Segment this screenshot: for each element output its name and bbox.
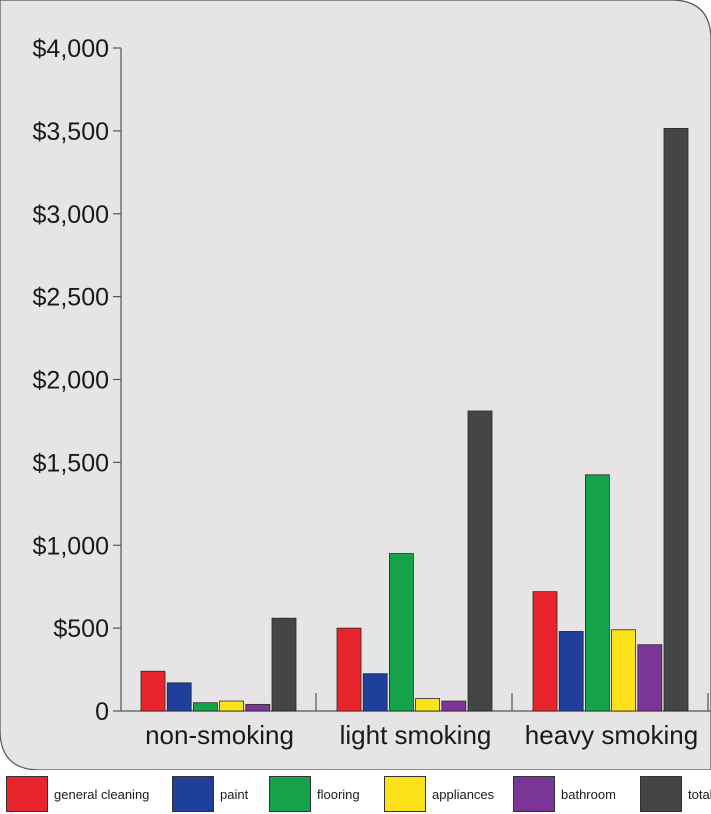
legend-item: appliances <box>384 776 494 812</box>
legend-label: total <box>688 786 711 802</box>
bar-flooring-light-smoking <box>388 553 414 712</box>
bar-flooring-heavy-smoking <box>585 474 610 712</box>
x-category-label: non-smoking <box>145 720 294 750</box>
bar-total-light-smoking <box>467 410 493 712</box>
bar-general-cleaning-light-smoking <box>336 627 362 712</box>
legend-item: bathroom <box>513 776 616 812</box>
legend-label: appliances <box>432 786 495 802</box>
legend-item: flooring <box>269 776 360 812</box>
bar-paint-non-smoking <box>166 682 192 712</box>
legend-swatch <box>384 776 426 812</box>
x-axis-ticks: non-smoking light smoking heavy smoking <box>145 693 709 750</box>
bar-total-heavy-smoking <box>663 127 689 712</box>
bar-appliances-light-smoking <box>415 698 441 712</box>
y-tick-label: $1,000 <box>33 532 109 560</box>
y-tick-label: $500 <box>53 615 109 643</box>
legend-swatch <box>640 776 682 812</box>
bar-appliances-non-smoking <box>219 700 245 712</box>
y-tick-label: $1,500 <box>33 449 109 477</box>
legend: general cleaning paint flooring appliances b… <box>0 774 711 814</box>
bar-paint-heavy-smoking <box>558 631 584 712</box>
bar-paint-light-smoking <box>362 673 388 712</box>
x-category-label: heavy smoking <box>525 720 698 750</box>
bar-general-cleaning-heavy-smoking <box>532 591 558 712</box>
bar-bathroom-non-smoking <box>245 703 271 712</box>
legend-swatch <box>172 776 214 812</box>
y-tick-label: $3,000 <box>33 201 109 229</box>
x-category-label: light smoking <box>340 720 492 750</box>
legend-label: flooring <box>317 786 360 802</box>
legend-label: paint <box>220 786 249 802</box>
legend-label: bathroom <box>561 786 616 802</box>
legend-item: total <box>640 776 711 812</box>
legend-item: paint <box>172 776 248 812</box>
bar-flooring-non-smoking <box>192 702 218 712</box>
bar-bathroom-heavy-smoking <box>637 644 663 712</box>
y-tick-label: $2,500 <box>33 284 109 312</box>
bar-general-cleaning-non-smoking <box>140 670 166 712</box>
y-tick-label: $2,000 <box>33 367 109 395</box>
legend-swatch <box>513 776 555 812</box>
bar-appliances-heavy-smoking <box>611 629 636 712</box>
legend-item: general cleaning <box>6 776 149 812</box>
bar-bathroom-light-smoking <box>441 700 467 712</box>
bar-total-non-smoking <box>271 617 297 712</box>
plot-panel <box>0 0 711 770</box>
legend-swatch <box>269 776 311 812</box>
legend-label: general cleaning <box>54 786 150 802</box>
y-tick-label: $4,000 <box>33 35 109 63</box>
bars <box>140 127 689 712</box>
y-axis-ticks: 0 $500 $1,000 $1,500 $2,000 $2,500 $3,000 $3,50… <box>33 35 121 726</box>
legend-swatch <box>6 776 48 812</box>
y-tick-label: 0 <box>95 698 109 726</box>
bar-chart: 0 $500 $1,000 $1,500 $2,000 $2,500 $3,000 $3,50… <box>0 0 711 770</box>
y-tick-label: $3,500 <box>33 118 109 146</box>
